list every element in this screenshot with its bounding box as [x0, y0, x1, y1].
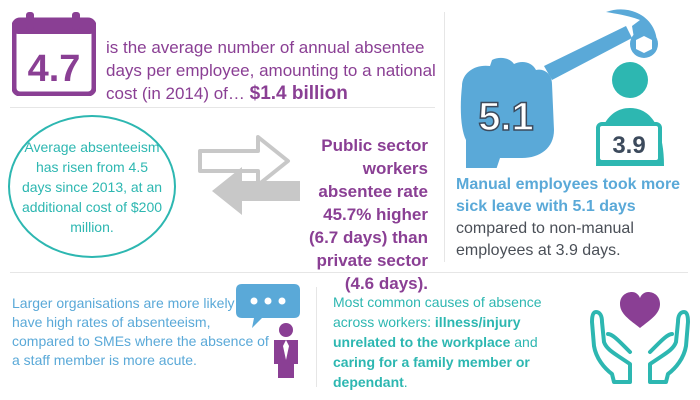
exchange-arrows-icon — [192, 133, 308, 225]
divider-right-vertical — [444, 12, 445, 262]
calendar-number: 4.7 — [28, 48, 81, 90]
causes-lead: Most common causes of absence across wor… — [333, 294, 542, 330]
calendar-icon: 4.7 — [11, 10, 97, 97]
national-cost-value: $1.4 billion — [249, 83, 348, 104]
fist-icon: 5.1 — [460, 57, 554, 171]
manual-employees-statement: Manual employees took more sick leave wi… — [456, 174, 686, 262]
manual-workers-illustration: 5.1 3.9 — [456, 8, 692, 171]
divider-bottom-vertical — [316, 287, 317, 387]
causes-mid: and — [510, 334, 538, 350]
absenteeism-oval-text: Average absenteeism has risen from 4.5 d… — [21, 138, 163, 235]
manual-employees-bold: Manual employees took more sick leave wi… — [456, 176, 681, 215]
non-manual-days-number: 3.9 — [612, 132, 645, 159]
national-cost-statement: is the average number of annual absentee… — [106, 36, 436, 105]
office-worker-icon: 3.9 — [596, 62, 664, 166]
hands-heart-icon — [590, 282, 690, 388]
national-cost-text: is the average number of annual absentee… — [106, 38, 436, 103]
divider-top — [10, 107, 435, 108]
causes-bold-caring: caring for a family member or dependant — [333, 354, 530, 390]
wrench-icon — [544, 9, 658, 80]
public-sector-statement: Public sector workers absentee rate 45.7… — [308, 136, 428, 293]
manual-days-number: 5.1 — [478, 95, 534, 139]
divider-bottom — [10, 272, 688, 273]
absenteeism-oval: Average absenteeism has risen from 4.5 d… — [8, 115, 176, 258]
manual-employees-rest: compared to non-manual employees at 3.9 … — [456, 220, 634, 259]
organisations-statement: Larger organisations are more likely to … — [12, 295, 269, 368]
speaking-person-icon — [236, 280, 304, 380]
causes-statement: Most common causes of absence across wor… — [333, 292, 578, 392]
causes-end: . — [403, 374, 408, 390]
causes-bold-illness: illness/injury unrelated to the workplac… — [333, 314, 521, 350]
